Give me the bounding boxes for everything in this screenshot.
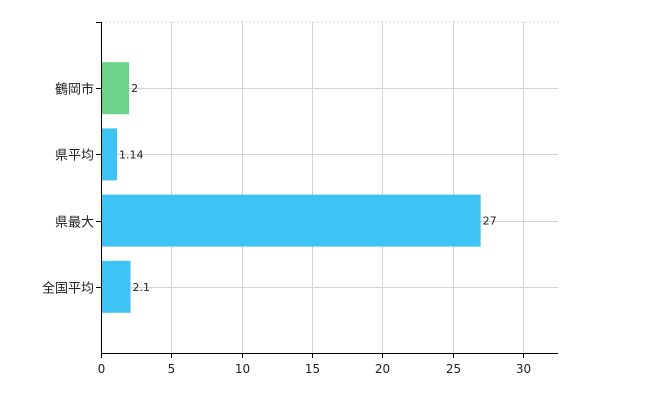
x-tick-label-6: 30 [516, 362, 531, 376]
data-label-3: 2.1 [133, 281, 151, 294]
category-label-2: 県最大 [55, 216, 94, 231]
bar-1 [101, 128, 118, 181]
bar-0 [101, 62, 130, 115]
data-label-1: 1.14 [119, 148, 144, 161]
x-tick-label-1: 5 [168, 362, 176, 376]
x-tick-label-2: 10 [235, 362, 250, 376]
category-label-0: 鶴岡市 [55, 82, 94, 98]
data-label-0: 2 [131, 82, 138, 95]
category-label-3: 全国平均 [42, 281, 94, 297]
x-tick-label-0: 0 [98, 362, 106, 376]
x-tick-label-5: 25 [446, 362, 461, 376]
bar-3 [101, 260, 131, 313]
x-tick-label-4: 20 [375, 362, 390, 376]
bar-2 [101, 194, 481, 247]
category-label-1: 県平均 [55, 149, 94, 164]
data-label-2: 27 [483, 215, 497, 228]
x-tick-label-3: 15 [305, 362, 320, 376]
